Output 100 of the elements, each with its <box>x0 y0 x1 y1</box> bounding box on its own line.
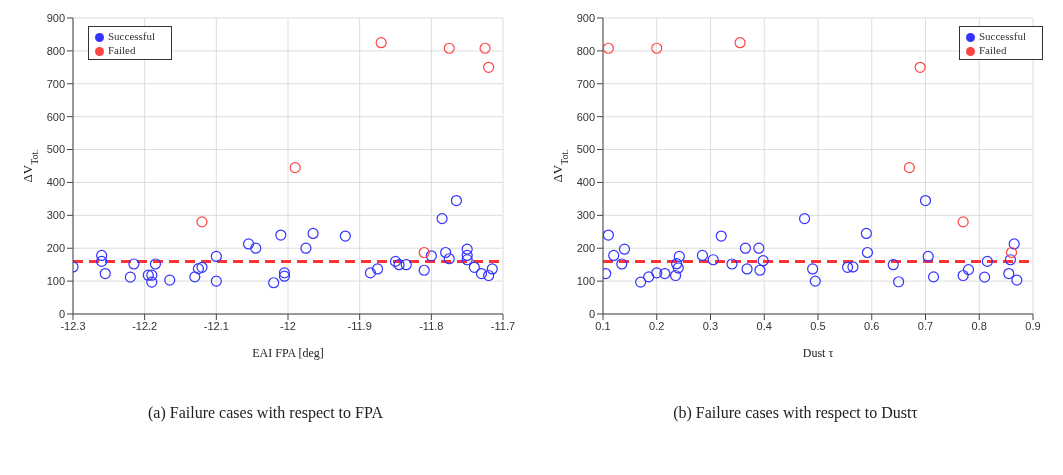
x-tick-label: -12.2 <box>132 319 158 332</box>
x-tick-label: 0.3 <box>702 319 719 332</box>
point <box>242 238 255 250</box>
text: (b) Failure cases with respect to Dustτ <box>672 404 919 422</box>
point <box>979 271 991 283</box>
x-tick-label: 0.9 <box>1025 319 1041 332</box>
point <box>861 246 874 259</box>
legend-label: Successful <box>978 30 1026 42</box>
point <box>461 254 473 266</box>
x-tick-label: 0.5 <box>810 319 826 332</box>
point <box>919 194 932 207</box>
y-tick-label: 800 <box>46 44 65 57</box>
y-tick-label: 900 <box>576 11 595 24</box>
point <box>339 230 351 242</box>
point <box>418 246 430 259</box>
point <box>307 227 319 240</box>
point <box>603 42 614 54</box>
point <box>443 42 455 54</box>
point <box>1004 254 1017 266</box>
point <box>651 267 663 279</box>
x-axis-title: EAI FPA [deg] <box>252 346 324 360</box>
point <box>1005 246 1018 259</box>
point <box>196 261 208 273</box>
point <box>754 264 766 276</box>
point <box>669 269 682 282</box>
point <box>659 267 671 280</box>
point <box>957 216 969 228</box>
text: (a) Failure cases with respect to FPA <box>147 404 384 422</box>
point <box>300 242 312 254</box>
point <box>96 249 108 262</box>
y-tick-label: 0 <box>588 307 595 320</box>
point <box>142 269 154 281</box>
point <box>475 267 488 280</box>
y-tick-label: 400 <box>576 176 595 189</box>
y-tick-label: 700 <box>46 77 65 90</box>
point <box>757 255 769 267</box>
point <box>651 42 663 54</box>
point <box>124 271 136 283</box>
y-tick-label: 600 <box>46 110 65 123</box>
point <box>196 216 208 228</box>
point <box>922 250 934 263</box>
point <box>753 242 765 254</box>
point <box>210 275 222 287</box>
y-tick-label: 600 <box>576 110 595 123</box>
y-tick-label: 300 <box>46 209 65 222</box>
point <box>841 261 854 273</box>
point <box>726 258 738 270</box>
point <box>734 37 746 49</box>
y-tick-label: 200 <box>46 242 65 255</box>
x-tick-label: -12.3 <box>60 319 86 332</box>
point <box>847 261 859 273</box>
x-tick-label: -11.9 <box>347 319 372 332</box>
point <box>450 194 463 207</box>
point <box>483 61 495 73</box>
point <box>981 255 993 267</box>
legend-label: Failed <box>108 44 136 56</box>
point <box>739 242 752 254</box>
point <box>146 269 158 281</box>
y-tick-label: 100 <box>46 275 65 288</box>
point <box>1008 238 1020 250</box>
point <box>364 267 377 279</box>
point <box>807 263 819 275</box>
point <box>486 263 498 275</box>
point <box>1011 274 1023 286</box>
x-axis-title: Dust τ <box>802 346 834 360</box>
point <box>696 249 709 262</box>
point <box>436 213 448 225</box>
point <box>809 275 821 287</box>
x-tick-label: 0.1 <box>595 319 611 332</box>
point <box>1003 267 1015 280</box>
point <box>603 229 614 241</box>
point <box>440 246 452 259</box>
point <box>99 267 111 280</box>
point <box>210 250 222 263</box>
point <box>289 162 301 174</box>
point <box>927 271 940 283</box>
point <box>96 255 108 267</box>
point <box>616 258 628 270</box>
legend-label: Successful <box>108 30 156 42</box>
point <box>371 263 384 275</box>
x-tick-label: 0.2 <box>649 319 665 332</box>
point <box>887 259 899 271</box>
point <box>608 249 620 262</box>
y-tick-label: 500 <box>46 143 65 156</box>
point <box>468 261 480 273</box>
y-tick-label: 700 <box>576 77 595 90</box>
x-tick-label: -11.7 <box>490 319 516 332</box>
point <box>189 271 201 283</box>
point <box>860 227 872 240</box>
point <box>893 276 905 288</box>
y-tick-label: 300 <box>576 209 595 222</box>
point <box>618 243 631 255</box>
point <box>798 213 811 225</box>
y-tick-label: 800 <box>576 44 595 57</box>
point <box>741 263 753 275</box>
x-tick-label: 0.6 <box>864 319 880 332</box>
point <box>375 37 387 49</box>
point <box>268 277 280 289</box>
point <box>418 264 430 276</box>
x-tick-label: 0.8 <box>971 319 987 332</box>
